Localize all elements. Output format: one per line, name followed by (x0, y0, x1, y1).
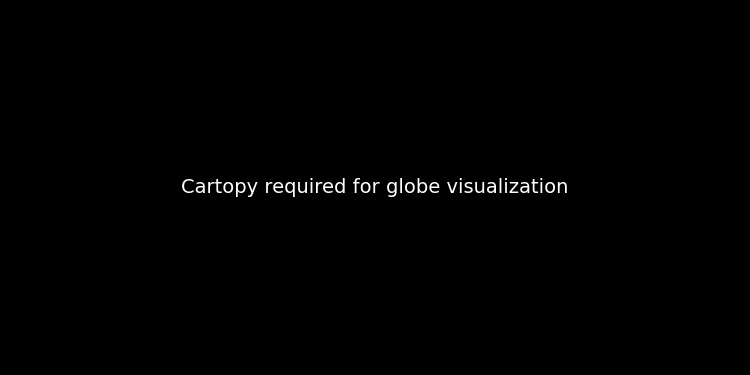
Text: Cartopy required for globe visualization: Cartopy required for globe visualization (182, 178, 568, 197)
